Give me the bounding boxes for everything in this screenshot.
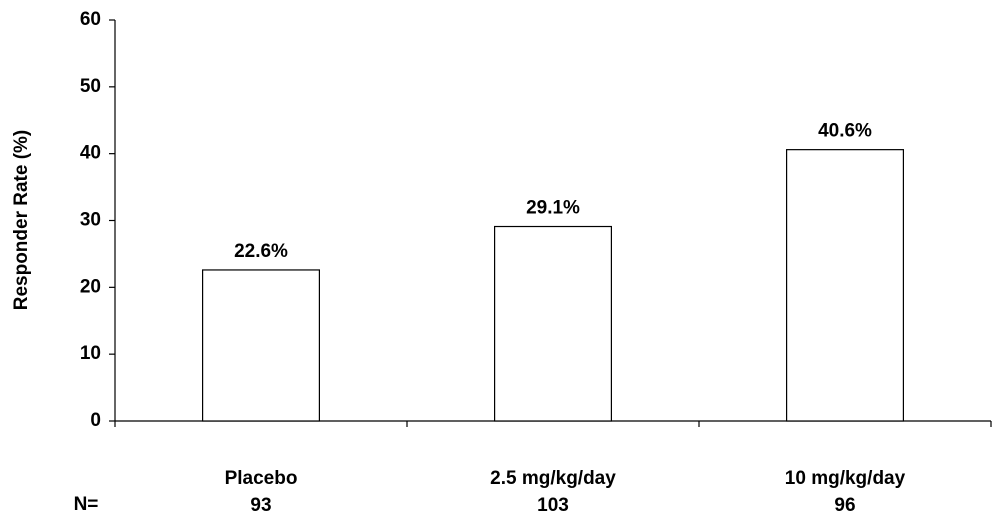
y-tick-label: 60 xyxy=(80,9,101,30)
x-tick-label: Placebo xyxy=(225,468,298,489)
y-tick-label: 40 xyxy=(80,143,101,164)
x-tick-label: 10 mg/kg/day xyxy=(785,468,906,489)
value-label: 22.6% xyxy=(234,241,288,262)
y-tick-label: 50 xyxy=(80,76,101,97)
n-value: 103 xyxy=(537,495,569,516)
y-tick-label: 20 xyxy=(80,276,101,297)
y-axis-label: Responder Rate (%) xyxy=(11,130,32,311)
y-tick-label: 0 xyxy=(90,410,101,431)
value-label: 29.1% xyxy=(526,198,580,219)
bar xyxy=(202,269,321,422)
bar xyxy=(785,149,904,422)
bar xyxy=(494,225,613,422)
n-value: 93 xyxy=(250,495,271,516)
value-label: 40.6% xyxy=(818,121,872,142)
y-tick-label: 10 xyxy=(80,343,101,364)
n-value: 96 xyxy=(834,495,855,516)
x-tick-label: 2.5 mg/kg/day xyxy=(490,468,616,489)
y-tick-label: 30 xyxy=(80,210,101,231)
n-label: N= xyxy=(74,494,99,515)
